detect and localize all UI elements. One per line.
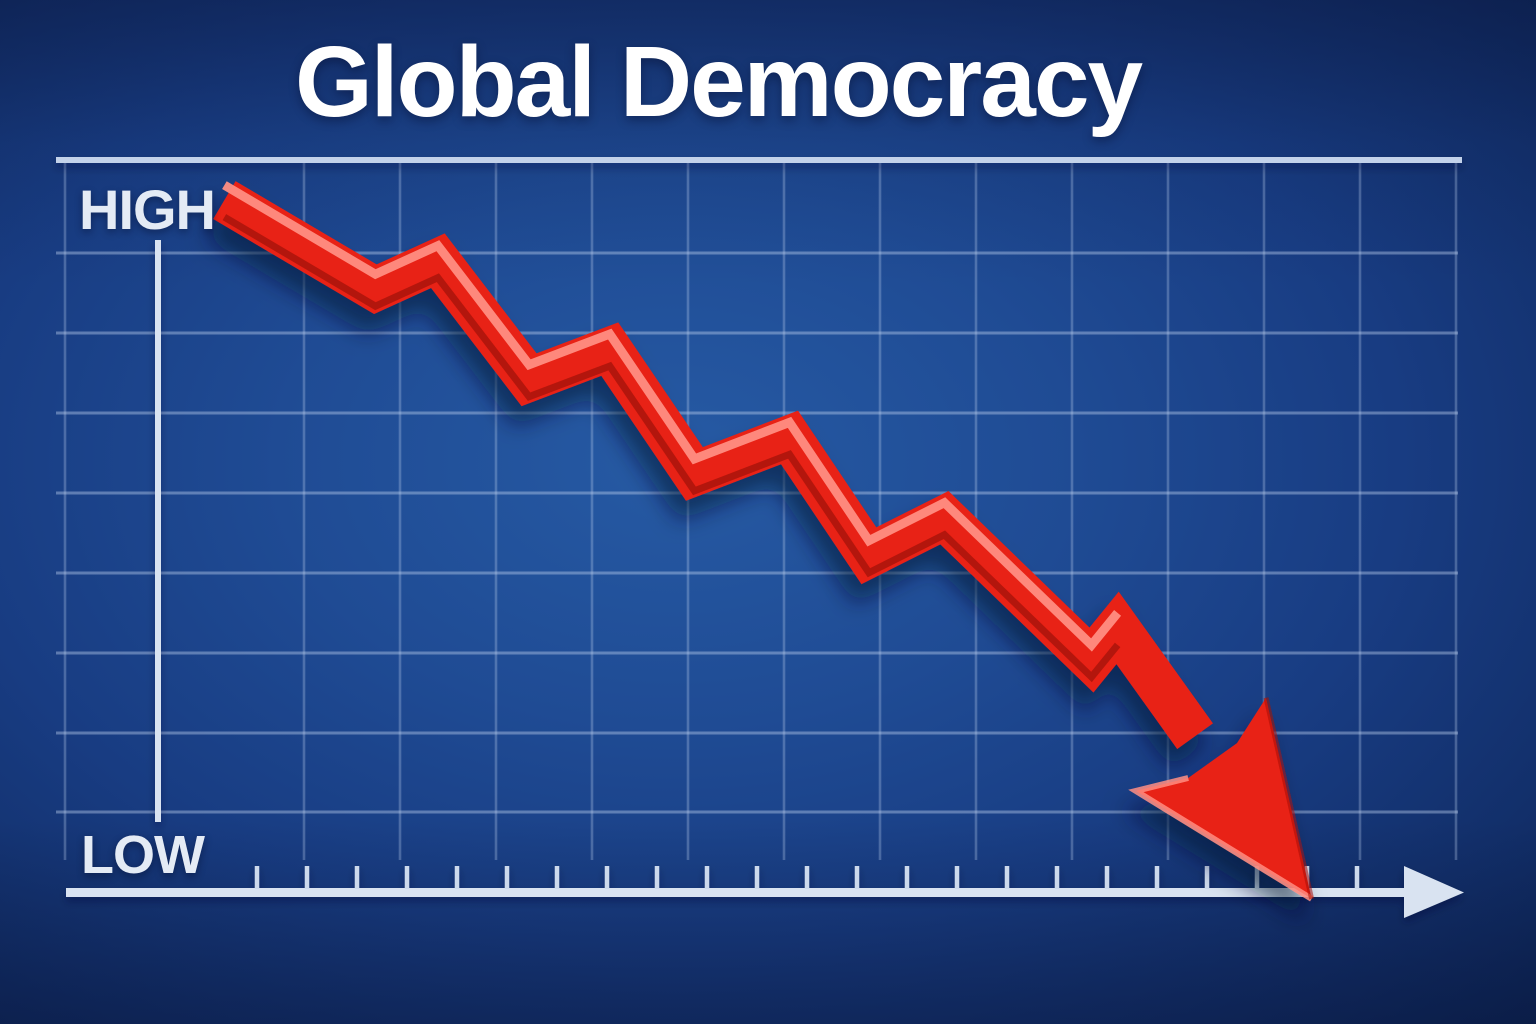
y-axis-high-label: HIGH (79, 178, 216, 241)
x-axis-tick (254, 866, 260, 889)
x-axis-tick (504, 866, 510, 889)
x-axis-tick (1054, 866, 1060, 889)
trend-arrow-head-highlight (1128, 775, 1314, 902)
downward-trend-arrow (213, 181, 1315, 902)
x-axis-ticks (254, 866, 1360, 889)
x-axis-tick (904, 866, 910, 889)
x-axis-tick (704, 866, 710, 889)
x-axis-tick (754, 866, 760, 889)
trend-arrow-head-shade (1263, 697, 1315, 900)
top-border-line (56, 157, 1462, 163)
x-axis-tick (1354, 866, 1360, 889)
x-axis-tick (1004, 866, 1010, 889)
trend-arrow-shaft (213, 181, 1213, 750)
x-axis-tick (654, 866, 660, 889)
x-axis-tick (1154, 866, 1160, 889)
trend-arrow-highlight (222, 181, 1122, 652)
axes (56, 157, 1464, 918)
x-axis-tick (304, 866, 310, 889)
x-axis-arrowhead-icon (1404, 866, 1464, 918)
trend-arrow-head (1135, 697, 1312, 899)
x-axis-tick (454, 866, 460, 889)
x-axis-tick (1104, 866, 1110, 889)
x-axis-tick (1204, 866, 1210, 889)
y-axis-line (155, 240, 161, 822)
x-axis-tick (404, 866, 410, 889)
chart-title: Global Democracy (294, 26, 1143, 138)
x-axis-tick (1254, 866, 1260, 889)
x-axis-tick (604, 866, 610, 889)
x-axis-tick (804, 866, 810, 889)
x-axis-tick (954, 866, 960, 889)
x-axis-tick (354, 866, 360, 889)
x-axis-tick (854, 866, 860, 889)
trend-arrow-shade (222, 214, 1121, 683)
y-axis-low-label: LOW (81, 825, 205, 885)
x-axis-line (66, 888, 1406, 897)
x-axis-tick (554, 866, 560, 889)
